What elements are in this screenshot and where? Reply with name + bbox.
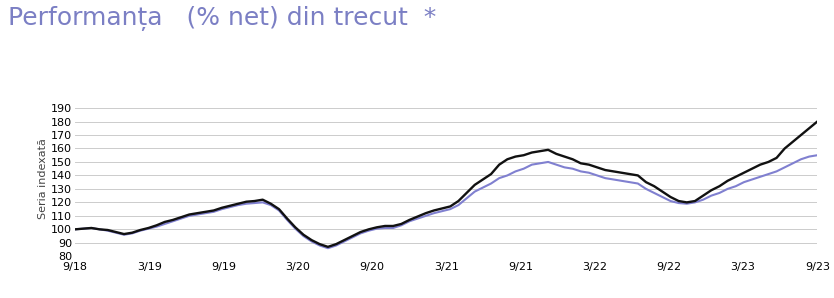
Y-axis label: Seria indexată: Seria indexată bbox=[38, 138, 48, 219]
Text: Performanța   (% net) din trecut  *: Performanța (% net) din trecut * bbox=[8, 6, 436, 31]
